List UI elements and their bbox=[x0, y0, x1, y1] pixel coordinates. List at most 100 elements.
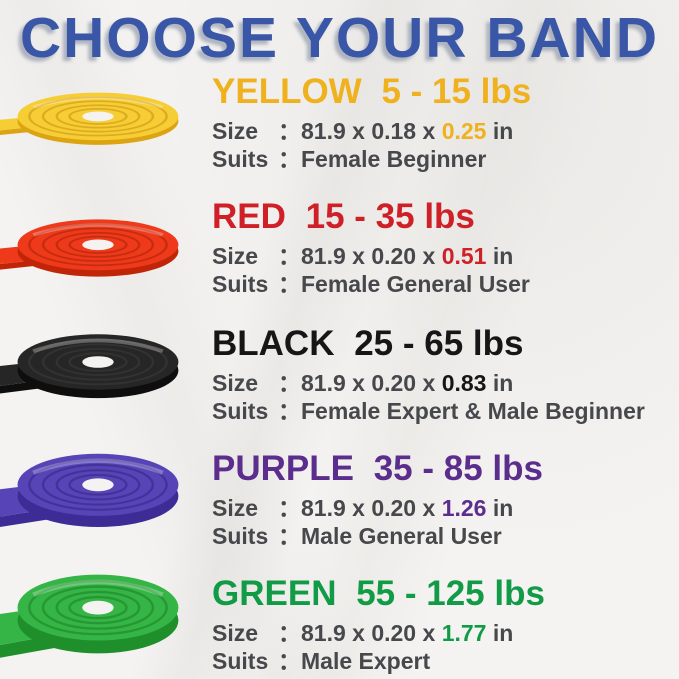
coil-ring bbox=[28, 223, 168, 267]
suits-row: Suits ： Female Expert & Male Beginner bbox=[212, 397, 672, 425]
size-label: Size bbox=[212, 620, 259, 646]
size-unit: in bbox=[492, 620, 514, 646]
coiled-band-illustration bbox=[0, 92, 179, 145]
size-row: Size ： 81.9 x 0.20 x 0.51 in bbox=[212, 242, 672, 270]
coil-ring bbox=[55, 469, 141, 501]
size-row: Size ： 81.9 x 0.20 x 0.83 in bbox=[212, 369, 672, 397]
band-name: GREEN bbox=[212, 574, 337, 613]
coil-highlight bbox=[32, 223, 164, 237]
size-dimensions: 81.9 x 0.20 x bbox=[301, 370, 436, 396]
band-section-red: RED 15 - 35 lbs Size ： 81.9 x 0.20 x 0.5… bbox=[212, 197, 672, 298]
suits-row: Suits ： Female Beginner bbox=[212, 145, 672, 173]
suits-row: Suits ： Male General User bbox=[212, 522, 672, 550]
band-section-green: GREEN 55 - 125 lbs Size ： 81.9 x 0.20 x … bbox=[212, 574, 672, 675]
coil-ring bbox=[68, 595, 128, 620]
size-thickness: 0.51 bbox=[441, 243, 487, 269]
band-section-yellow: YELLOW 5 - 15 lbs Size ： 81.9 x 0.18 x 0… bbox=[212, 72, 672, 173]
band-section-purple: PURPLE 35 - 85 lbs Size ： 81.9 x 0.20 x … bbox=[212, 449, 672, 550]
size-thickness: 1.26 bbox=[441, 495, 487, 521]
size-unit: in bbox=[492, 118, 514, 144]
band-heading: BLACK 25 - 65 lbs bbox=[212, 324, 672, 364]
band-weight-range: 35 - 85 lbs bbox=[373, 449, 543, 488]
coil-ring bbox=[55, 590, 141, 625]
coil-ring bbox=[55, 104, 141, 129]
coil-ring bbox=[41, 100, 155, 133]
band-heading: PURPLE 35 - 85 lbs bbox=[212, 449, 672, 489]
colon-separator: ： bbox=[278, 271, 301, 297]
coil-ring bbox=[68, 352, 128, 372]
colon-separator: ： bbox=[278, 523, 301, 549]
colon-separator: ： bbox=[278, 118, 301, 144]
size-unit: in bbox=[492, 495, 514, 521]
size-thickness: 1.77 bbox=[441, 620, 487, 646]
size-value: 81.9 x 0.20 x 1.77 in bbox=[301, 619, 672, 647]
coil-ring bbox=[28, 96, 168, 137]
suits-value: Male Expert bbox=[301, 648, 431, 674]
band-heading: YELLOW 5 - 15 lbs bbox=[212, 72, 672, 112]
coil-ring bbox=[41, 227, 155, 262]
coil-hole bbox=[82, 478, 114, 492]
coil-ring bbox=[68, 235, 128, 254]
coil-highlight bbox=[32, 96, 164, 109]
size-unit: in bbox=[492, 370, 514, 396]
size-thickness: 0.25 bbox=[441, 118, 487, 144]
size-thickness: 0.83 bbox=[441, 370, 487, 396]
size-value: 81.9 x 0.20 x 1.26 in bbox=[301, 494, 672, 522]
colon-separator: ： bbox=[278, 398, 301, 424]
size-row: Size ： 81.9 x 0.20 x 1.77 in bbox=[212, 619, 672, 647]
colon-separator: ： bbox=[278, 648, 301, 674]
coiled-band-illustration bbox=[0, 574, 179, 658]
coil-highlight bbox=[32, 338, 164, 354]
size-dimensions: 81.9 x 0.18 x bbox=[301, 118, 436, 144]
size-dimensions: 81.9 x 0.20 x bbox=[301, 495, 436, 521]
coil-ring bbox=[41, 343, 155, 381]
coil-hole bbox=[82, 111, 114, 122]
band-heading: RED 15 - 35 lbs bbox=[212, 197, 672, 237]
size-label: Size bbox=[212, 495, 259, 521]
size-label: Size bbox=[212, 118, 259, 144]
band-photo-green bbox=[0, 560, 200, 679]
suits-label: Suits bbox=[212, 146, 269, 172]
coil-ring bbox=[41, 585, 155, 630]
suits-label: Suits bbox=[212, 523, 269, 549]
suits-row: Suits ： Male Expert bbox=[212, 647, 672, 675]
size-value: 81.9 x 0.20 x 0.51 in bbox=[301, 242, 672, 270]
coil-ring bbox=[28, 458, 168, 511]
band-section-black: BLACK 25 - 65 lbs Size ： 81.9 x 0.20 x 0… bbox=[212, 324, 672, 425]
coil-ring bbox=[55, 347, 141, 377]
coil-hole bbox=[82, 600, 114, 615]
size-unit: in bbox=[492, 243, 514, 269]
colon-separator: ： bbox=[278, 243, 301, 269]
suits-label: Suits bbox=[212, 648, 269, 674]
band-name: RED bbox=[212, 197, 286, 236]
band-photo-red bbox=[0, 208, 200, 300]
coil-ring bbox=[68, 107, 128, 125]
band-weight-range: 25 - 65 lbs bbox=[354, 324, 524, 363]
coil-ring bbox=[68, 473, 128, 496]
coil-hole bbox=[82, 239, 114, 251]
suits-label: Suits bbox=[212, 398, 269, 424]
size-value: 81.9 x 0.20 x 0.83 in bbox=[301, 369, 672, 397]
band-weight-range: 55 - 125 lbs bbox=[356, 574, 545, 613]
suits-value: Female Beginner bbox=[301, 146, 487, 172]
coil-highlight bbox=[32, 458, 164, 475]
coiled-band-illustration bbox=[0, 453, 179, 528]
suits-value: Female General User bbox=[301, 271, 530, 297]
band-name: BLACK bbox=[212, 324, 335, 363]
band-weight-range: 15 - 35 lbs bbox=[305, 197, 475, 236]
coil-ring bbox=[55, 231, 141, 258]
coil-highlight bbox=[32, 579, 164, 597]
band-weight-range: 5 - 15 lbs bbox=[381, 72, 532, 111]
size-row: Size ： 81.9 x 0.18 x 0.25 in bbox=[212, 117, 672, 145]
colon-separator: ： bbox=[278, 370, 301, 396]
size-label: Size bbox=[212, 243, 259, 269]
coil-ring bbox=[28, 338, 168, 386]
coiled-band-illustration bbox=[0, 334, 179, 399]
size-dimensions: 81.9 x 0.20 x bbox=[301, 243, 436, 269]
band-heading: GREEN 55 - 125 lbs bbox=[212, 574, 672, 614]
band-photo-purple bbox=[0, 440, 200, 552]
band-name: YELLOW bbox=[212, 72, 362, 111]
suits-value: Male General User bbox=[301, 523, 502, 549]
colon-separator: ： bbox=[278, 146, 301, 172]
